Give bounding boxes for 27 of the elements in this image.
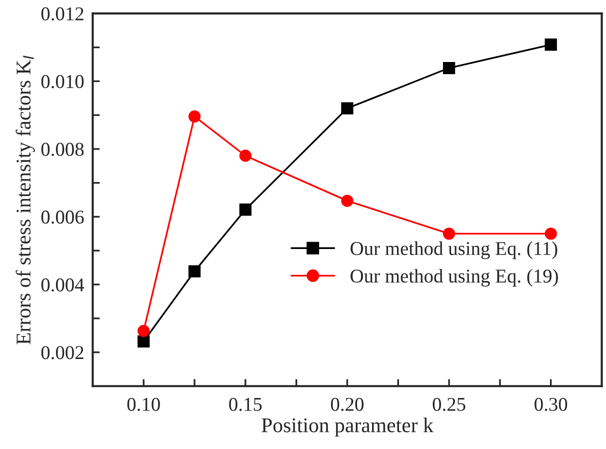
point	[138, 324, 150, 337]
point	[544, 228, 557, 240]
point	[341, 102, 354, 114]
point	[442, 228, 456, 240]
y-tick-label: 0.002	[41, 346, 84, 360]
x-tick-label: 0.25	[432, 398, 466, 412]
y-tick-label: 0.010	[41, 75, 84, 88]
point	[239, 204, 252, 216]
point	[544, 38, 557, 51]
y-tick-label: 0.006	[41, 210, 84, 224]
point	[341, 194, 354, 207]
x-tick-label: 0.15	[229, 398, 262, 412]
point	[188, 110, 201, 123]
point	[138, 335, 150, 348]
x-tick-label: 0.30	[534, 398, 568, 412]
y-tick-label: 0.012	[41, 7, 84, 20]
x-axis-title: Position parameter k	[262, 418, 434, 437]
x-tick-label: 0.10	[127, 398, 160, 412]
y-axis-title: Errors of stress intensity factors K$_{I}$	[16, 56, 35, 344]
point	[188, 265, 201, 278]
y-tick-label: 0.008	[41, 142, 84, 156]
x-tick-label: 0.20	[330, 398, 364, 412]
point	[442, 62, 456, 74]
legend-label: Our method using Eq. (11)	[350, 241, 558, 260]
point	[239, 150, 252, 162]
legend-label: Our method using Eq. (19)	[350, 268, 558, 287]
y-tick-label: 0.004	[41, 278, 84, 292]
